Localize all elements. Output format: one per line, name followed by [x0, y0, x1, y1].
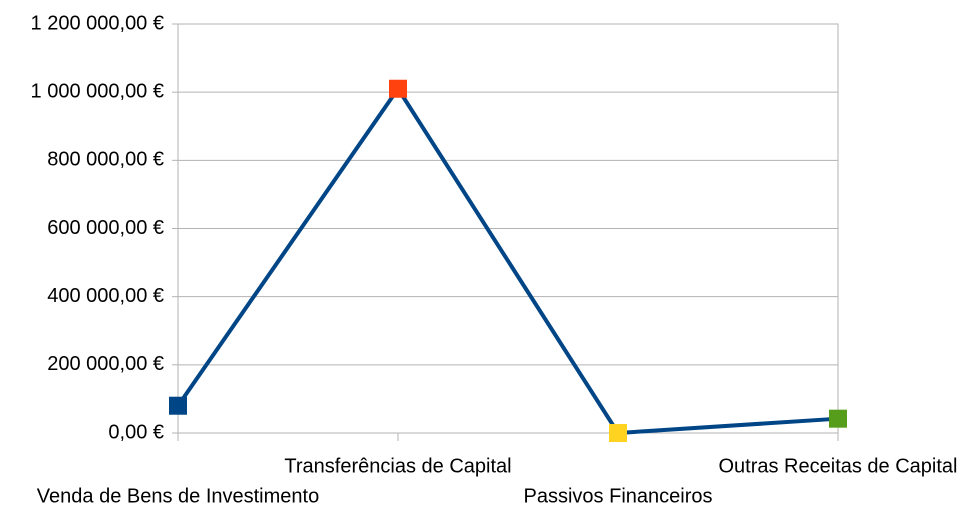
x-tick-label: Outras Receitas de Capital	[718, 455, 957, 477]
x-tick-label: Transferências de Capital	[284, 455, 511, 477]
marker	[829, 409, 847, 428]
y-tick-label: 800 000,00 €	[47, 149, 164, 171]
y-tick-label: 400 000,00 €	[47, 285, 164, 307]
y-tick-label: 600 000,00 €	[47, 217, 164, 239]
x-tick-label: Passivos Financeiros	[524, 485, 713, 507]
y-tick-label: 0,00 €	[108, 421, 164, 443]
marker	[609, 424, 627, 442]
line	[176, 86, 839, 435]
x-tick-label: Venda de Bens de Investimento	[37, 485, 319, 507]
y-tick-label: 1 200 000,00 €	[31, 12, 164, 34]
y-tick-label: 1 000 000,00 €	[31, 80, 164, 102]
y-tick-label: 200 000,00 €	[47, 353, 164, 375]
marker	[169, 396, 187, 415]
marker	[389, 79, 407, 98]
